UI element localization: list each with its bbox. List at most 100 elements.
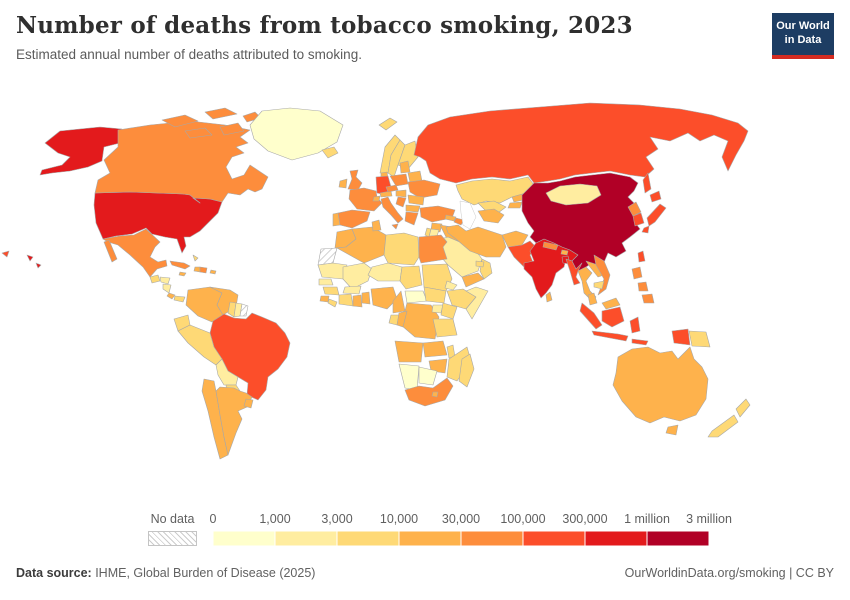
legend-no-data-swatch[interactable] (148, 531, 197, 546)
owid-logo[interactable]: Our World in Data (772, 13, 834, 59)
country-somalia[interactable] (465, 286, 489, 320)
country-indonesia-sumatra[interactable] (579, 302, 603, 330)
country-western-sahara[interactable] (317, 247, 338, 266)
legend-bin-1[interactable] (274, 531, 338, 546)
country-bhutan[interactable] (560, 249, 569, 256)
country-guinea[interactable] (322, 286, 340, 296)
country-benin[interactable] (361, 291, 371, 305)
legend-bin-2[interactable] (336, 531, 400, 546)
owid-link[interactable]: OurWorldinData.org/smoking | CC BY (624, 566, 834, 580)
country-honduras[interactable] (159, 276, 171, 285)
country-haiti[interactable] (193, 266, 201, 273)
country-mexico-baja[interactable] (103, 239, 118, 263)
country-poland[interactable] (389, 173, 409, 187)
country-indonesia-kalimantan[interactable] (601, 306, 625, 328)
country-nicaragua[interactable] (162, 283, 172, 294)
legend-bin-0[interactable] (213, 531, 276, 546)
country-italy[interactable] (380, 196, 404, 224)
country-indonesia-sulawesi[interactable] (629, 316, 641, 334)
country-costa-rica[interactable] (166, 292, 176, 300)
country-switzerland[interactable] (372, 195, 381, 202)
country-new-zealand-south[interactable] (707, 414, 739, 438)
country-uruguay[interactable] (243, 398, 254, 409)
country-french-guiana[interactable] (239, 303, 249, 317)
country-libya[interactable] (383, 232, 420, 266)
country-russia-wrap[interactable] (1, 250, 10, 258)
country-united-arab-emirates[interactable] (475, 260, 485, 268)
country-mongolia[interactable] (545, 183, 602, 206)
country-bolivia[interactable] (215, 358, 239, 386)
country-united-states-hawaii[interactable] (26, 254, 34, 262)
country-pakistan[interactable] (507, 240, 537, 268)
country-new-zealand-north[interactable] (735, 398, 751, 418)
country-indonesia-lesser-sunda[interactable] (631, 338, 649, 346)
country-norway-svalbard[interactable] (378, 117, 398, 131)
country-iceland[interactable] (321, 146, 339, 159)
country-bahamas[interactable] (192, 254, 199, 262)
country-japan-honshu[interactable] (646, 203, 667, 227)
country-congo[interactable] (396, 310, 408, 328)
country-azerbaijan[interactable] (453, 217, 465, 226)
legend-bin-5[interactable] (522, 531, 586, 546)
country-indonesia-papua[interactable] (671, 328, 691, 346)
country-papua-new-guinea[interactable] (688, 330, 711, 348)
country-philippines-mindanao[interactable] (641, 293, 655, 304)
country-indonesia-java[interactable] (591, 330, 629, 342)
country-mali[interactable] (342, 262, 373, 290)
country-central-african-republic[interactable] (404, 290, 428, 304)
country-russia-sakhalin[interactable] (642, 172, 652, 194)
country-dominican-republic[interactable] (199, 266, 208, 274)
country-hungary[interactable] (395, 189, 407, 198)
country-romania[interactable] (407, 194, 425, 206)
country-iran[interactable] (445, 224, 507, 258)
country-ireland[interactable] (338, 178, 348, 189)
country-malaysia-borneo[interactable] (601, 297, 621, 310)
country-tanzania[interactable] (432, 318, 458, 338)
country-austria[interactable] (379, 190, 393, 198)
country-canada-island5[interactable] (219, 122, 245, 136)
country-serbia[interactable] (395, 196, 407, 208)
country-united-states-alaska[interactable] (39, 126, 123, 176)
country-sierra-leone[interactable] (319, 295, 330, 303)
country-south-africa[interactable] (404, 377, 454, 407)
country-burkina-faso[interactable] (342, 285, 362, 295)
country-united-states-hawaii2[interactable] (35, 262, 42, 269)
legend-bin-6[interactable] (584, 531, 648, 546)
country-myanmar[interactable] (565, 258, 583, 286)
country-canada-island1[interactable] (161, 114, 199, 128)
country-vietnam[interactable] (593, 254, 611, 296)
country-georgia[interactable] (444, 214, 457, 222)
country-panama[interactable] (173, 295, 186, 303)
country-cambodia[interactable] (593, 280, 605, 290)
country-lithuania[interactable] (399, 160, 411, 174)
country-japan-kyushu[interactable] (641, 225, 650, 234)
country-philippines-visayas[interactable] (637, 281, 649, 292)
country-niger[interactable] (367, 262, 403, 282)
country-north-korea[interactable] (627, 201, 642, 217)
country-mexico[interactable] (102, 228, 168, 278)
country-australia[interactable] (612, 346, 709, 424)
country-zambia[interactable] (422, 340, 448, 358)
country-afghanistan[interactable] (501, 230, 529, 248)
country-russia[interactable] (413, 102, 749, 184)
country-spain[interactable] (337, 209, 371, 229)
country-eritrea[interactable] (444, 280, 458, 291)
country-bulgaria[interactable] (405, 204, 421, 213)
country-south-korea[interactable] (632, 212, 645, 227)
country-guatemala[interactable] (149, 274, 161, 284)
country-nepal[interactable] (542, 241, 559, 251)
country-tunisia[interactable] (371, 219, 382, 232)
country-italy-sicily[interactable] (391, 223, 399, 230)
country-turkmenistan[interactable] (477, 208, 505, 224)
country-cuba[interactable] (169, 260, 191, 270)
country-portugal[interactable] (332, 212, 341, 227)
legend-bin-7[interactable] (646, 531, 709, 546)
country-taiwan[interactable] (637, 250, 646, 263)
country-liberia[interactable] (327, 298, 338, 308)
country-greenland[interactable] (249, 107, 344, 161)
country-greece[interactable] (404, 211, 419, 226)
country-ukraine[interactable] (407, 179, 441, 199)
country-cote-divoire[interactable] (338, 293, 354, 307)
country-tajikistan[interactable] (507, 201, 523, 209)
country-canada[interactable] (94, 120, 269, 204)
